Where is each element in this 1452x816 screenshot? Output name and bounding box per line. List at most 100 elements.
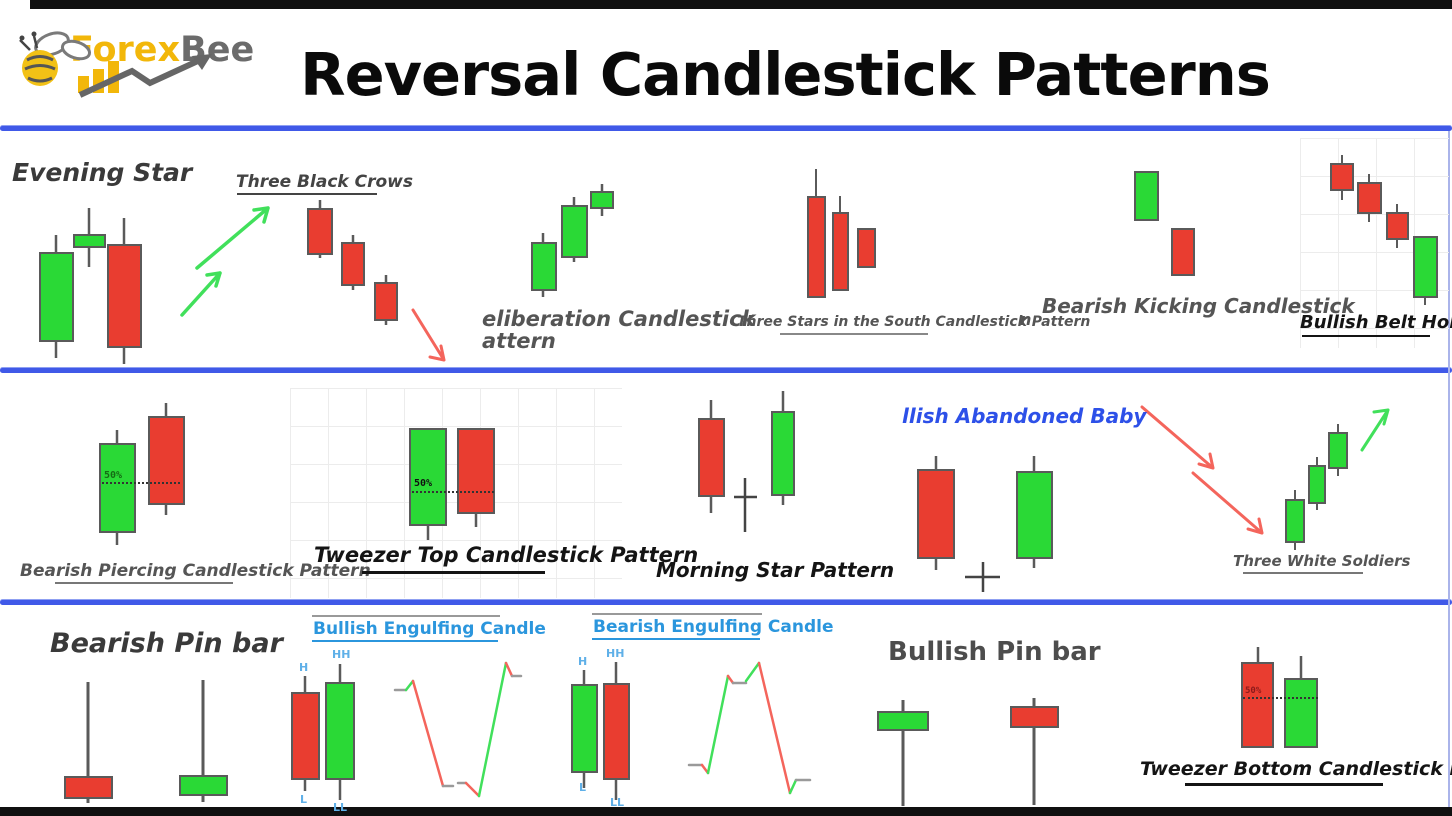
stray-letter-n: n bbox=[1020, 310, 1032, 329]
bearish-piercing-label: Bearish Piercing Candlestick Pattern bbox=[20, 561, 371, 581]
piercing-50pct-label: 50% bbox=[104, 470, 123, 481]
abandoned-baby-label: llish Abandoned Baby bbox=[902, 404, 1147, 428]
abandoned-baby-candles bbox=[917, 456, 1053, 570]
south-star-candle-2 bbox=[832, 212, 849, 291]
bearish-engulfing-underline bbox=[592, 638, 760, 640]
tweezer-top-50pct-line bbox=[412, 491, 494, 493]
bullish-belt-hold-label: Bullish Belt Hold bbox=[1300, 312, 1452, 333]
top-black-bar bbox=[30, 0, 1452, 9]
morning-star-doji-icon bbox=[734, 478, 757, 532]
grid-tweezer-top bbox=[290, 388, 622, 598]
bearish-kicking-candles bbox=[1134, 171, 1195, 276]
three-white-soldiers-candles bbox=[1285, 424, 1348, 550]
piercing-red-candle bbox=[148, 416, 185, 505]
tweezer-top-candles bbox=[409, 428, 495, 540]
morning-star-red-candle bbox=[698, 418, 725, 497]
bullish-engulfing-label: Bullish Engulfing Candle bbox=[313, 619, 546, 639]
bearish-pin-bar-candles bbox=[64, 680, 228, 803]
abandoned-baby-doji-icon bbox=[965, 562, 1000, 592]
evening-star-candles bbox=[39, 208, 142, 364]
logo-chart-icon bbox=[78, 54, 212, 98]
piercing-50pct-line bbox=[102, 482, 180, 484]
bearish-engulfing-candles bbox=[571, 662, 630, 800]
bearish-engulfing-l-label: L bbox=[579, 781, 587, 794]
evening-star-candle-1 bbox=[39, 252, 74, 342]
morning-star-green-candle bbox=[771, 411, 795, 496]
tweezer-bottom-red-candle bbox=[1241, 662, 1274, 748]
downtrend-arrow-icon bbox=[411, 308, 446, 362]
bullish-engulfing-zigzag-chart bbox=[393, 661, 523, 798]
kicking-red-candle bbox=[1171, 228, 1195, 276]
bullish-pin-red-body bbox=[1010, 706, 1059, 728]
bearish-engulfing-h-label: H bbox=[578, 655, 588, 668]
soldier-candle-1 bbox=[1285, 499, 1305, 543]
row-divider-2 bbox=[0, 368, 1452, 373]
bullish-engulfing-red-candle bbox=[291, 692, 320, 780]
page-title: Reversal Candlestick Patterns bbox=[300, 40, 1271, 109]
south-star-candle-3 bbox=[857, 228, 876, 268]
bottom-black-bar bbox=[0, 807, 1452, 816]
bearish-engulfing-red-candle bbox=[603, 683, 630, 780]
bullish-pin-bar-label: Bullish Pin bar bbox=[888, 637, 1101, 667]
bearish-pin-bar-label: Bearish Pin bar bbox=[50, 628, 283, 659]
tweezer-bottom-50pct-line bbox=[1243, 697, 1318, 699]
three-black-crows-underline bbox=[237, 193, 377, 195]
belt-hold-green-candle bbox=[1413, 236, 1438, 298]
bearish-piercing-candles bbox=[99, 403, 185, 545]
right-edge-line bbox=[1448, 131, 1450, 807]
belt-hold-candle-3 bbox=[1386, 212, 1409, 240]
three-black-crows-label: Three Black Crows bbox=[236, 172, 413, 192]
deliberation-candle-3 bbox=[590, 191, 614, 209]
three-stars-south-underline bbox=[780, 333, 928, 335]
bullish-engulfing-ll-label: LL bbox=[333, 801, 348, 814]
uptrend-arrows-icon bbox=[180, 206, 270, 317]
evening-star-candle-3 bbox=[107, 244, 142, 348]
evening-star-label: Evening Star bbox=[12, 158, 193, 187]
bearish-pin-red-body bbox=[64, 776, 113, 799]
bullish-pin-green-body bbox=[877, 711, 929, 731]
tweezer-top-label: Tweezer Top Candlestick Pattern bbox=[314, 543, 699, 567]
row-divider-3 bbox=[0, 600, 1452, 605]
bullish-engulfing-overline bbox=[312, 615, 500, 617]
soldier-candle-3 bbox=[1328, 432, 1348, 469]
crow-candle-2 bbox=[341, 242, 365, 286]
belt-hold-candle-1 bbox=[1330, 163, 1354, 191]
three-white-soldiers-underline bbox=[1243, 572, 1363, 574]
tweezer-bottom-50pct-label: 50% bbox=[1245, 686, 1262, 696]
morning-star-candles bbox=[698, 391, 795, 513]
bearish-engulfing-ll-label: LL bbox=[610, 796, 625, 809]
kicking-green-candle bbox=[1134, 171, 1159, 221]
row-divider-1 bbox=[0, 126, 1452, 131]
bullish-engulfing-hh-label: HH bbox=[332, 648, 351, 661]
forexbee-bee-icon bbox=[19, 31, 92, 86]
abandoned-baby-red-candle bbox=[917, 469, 955, 559]
bearish-pin-green-body bbox=[179, 775, 228, 796]
tweezer-top-red-candle bbox=[457, 428, 495, 514]
tweezer-bottom-candles bbox=[1241, 647, 1318, 748]
three-white-soldiers-label: Three White Soldiers bbox=[1233, 552, 1411, 570]
tweezer-bottom-green-candle bbox=[1284, 678, 1318, 748]
south-star-candle-1 bbox=[807, 196, 826, 298]
deliberation-candle-2 bbox=[561, 205, 588, 258]
tweezer-top-50pct-label: 50% bbox=[414, 478, 433, 489]
morning-star-label: Morning Star Pattern bbox=[656, 558, 895, 582]
belt-hold-candle-2 bbox=[1357, 182, 1382, 214]
tweezer-bottom-underline bbox=[1185, 783, 1383, 786]
three-black-crows-candles bbox=[307, 200, 398, 325]
tweezer-top-underline bbox=[362, 571, 545, 574]
three-stars-south-candles bbox=[807, 169, 876, 298]
bullish-belt-hold-underline bbox=[1302, 335, 1430, 337]
bullish-engulfing-h-label: H bbox=[299, 661, 309, 674]
bearish-piercing-underline bbox=[55, 582, 233, 584]
deliberation-candle-1 bbox=[531, 242, 557, 291]
bearish-engulfing-label: Bearish Engulfing Candle bbox=[593, 617, 834, 637]
crow-candle-3 bbox=[374, 282, 398, 321]
bearish-engulfing-green-candle bbox=[571, 684, 598, 773]
bullish-engulfing-green-candle bbox=[325, 682, 355, 780]
abandoned-baby-green-candle bbox=[1016, 471, 1053, 559]
bullish-pin-bar-candles bbox=[877, 698, 1059, 806]
deliberation-label-line2: attern bbox=[482, 329, 556, 353]
bearish-engulfing-hh-label: HH bbox=[606, 647, 625, 660]
